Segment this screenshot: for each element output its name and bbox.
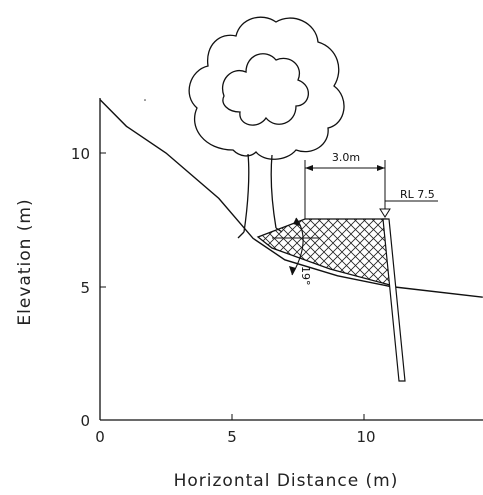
dim-arrow-left bbox=[305, 165, 313, 171]
width-label: 3.0m bbox=[332, 151, 360, 164]
tree-illustration bbox=[188, 16, 345, 239]
axes bbox=[99, 98, 483, 421]
width-dimension bbox=[304, 160, 386, 219]
tree-canopy bbox=[188, 16, 345, 160]
angle-label: 19° bbox=[299, 266, 312, 286]
angle-arrow-bottom bbox=[289, 266, 296, 275]
x-tick-label-0: 0 bbox=[95, 428, 105, 446]
angle-arrow-top bbox=[293, 218, 300, 226]
scan-dot bbox=[144, 99, 146, 101]
angle-annotation bbox=[272, 217, 320, 276]
rl-label: RL 7.5 bbox=[400, 188, 435, 201]
retaining-pile bbox=[382, 218, 406, 382]
y-tick-label-0: 0 bbox=[80, 412, 90, 430]
x-tick-label-10: 10 bbox=[356, 428, 375, 446]
rl-triangle bbox=[379, 208, 391, 218]
ground-profile-line bbox=[99, 99, 483, 298]
y-axis-title: Elevation (m) bbox=[15, 198, 35, 325]
y-tick-label-5: 5 bbox=[80, 279, 90, 297]
tree-root-left bbox=[237, 231, 245, 239]
rl-marker bbox=[379, 200, 438, 218]
x-axis-title: Horizontal Distance (m) bbox=[174, 471, 399, 491]
dim-arrow-right bbox=[377, 165, 385, 171]
fill-zone-hatched bbox=[256, 218, 391, 286]
tree-canopy-inner bbox=[221, 53, 309, 126]
x-tick-label-5: 5 bbox=[227, 428, 237, 446]
y-tick-label-10: 10 bbox=[71, 145, 90, 163]
tree-trunk bbox=[243, 153, 277, 233]
